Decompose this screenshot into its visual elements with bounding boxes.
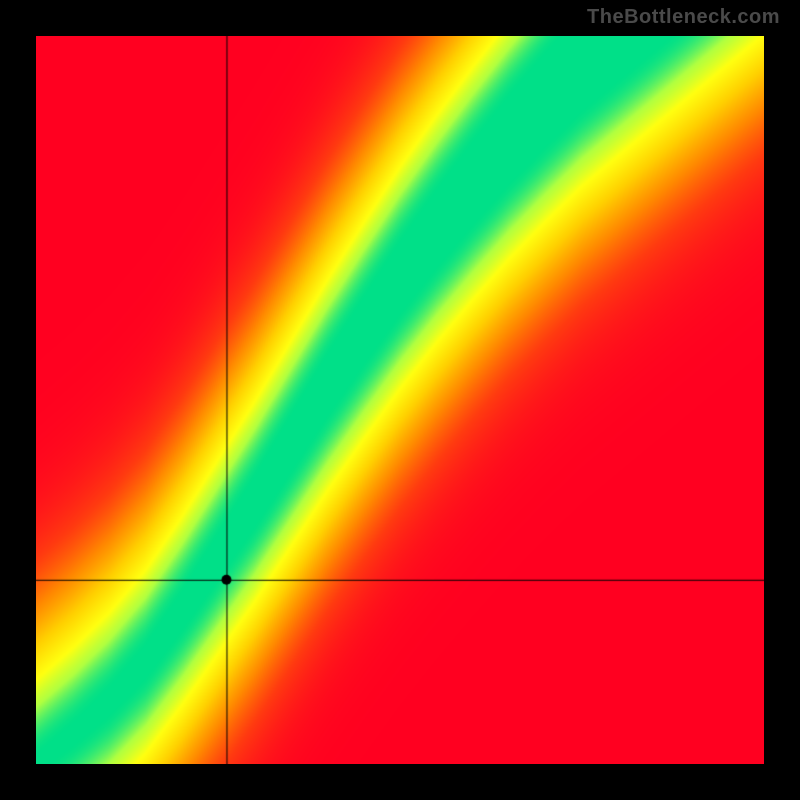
bottleneck-heatmap [36, 36, 764, 764]
chart-container: TheBottleneck.com [0, 0, 800, 800]
attribution-text: TheBottleneck.com [587, 6, 780, 29]
